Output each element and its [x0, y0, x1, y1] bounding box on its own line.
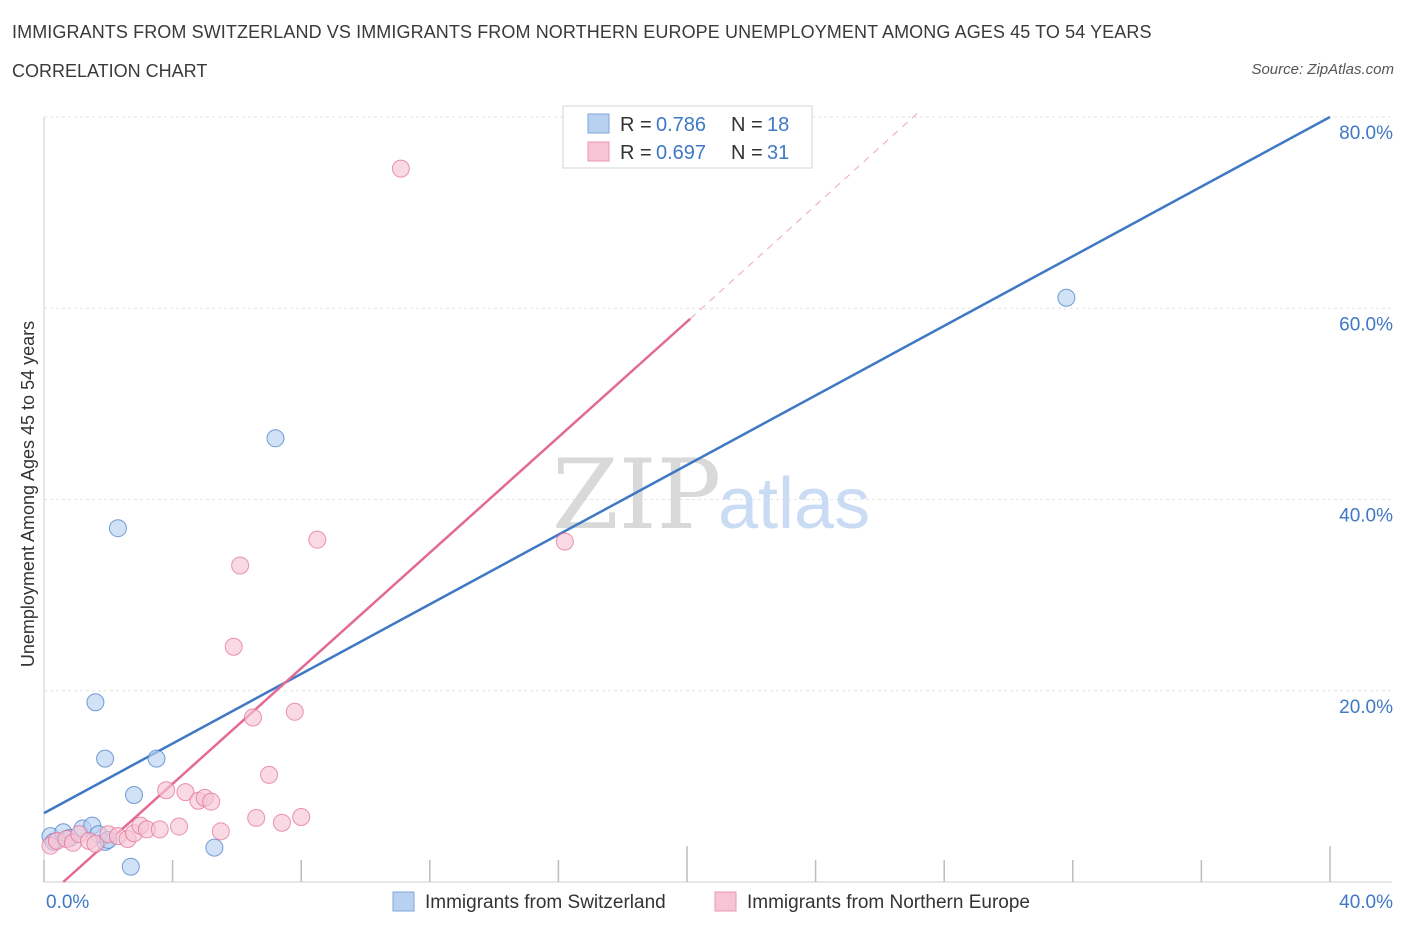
legend-r-label-2: R =	[620, 142, 652, 164]
chart-title: IMMIGRANTS FROM SWITZERLAND VS IMMIGRANT…	[12, 22, 1152, 42]
trend-line-0	[43, 115, 1331, 815]
legend-r-value-2: 0.697	[656, 142, 706, 164]
point-series0-11	[125, 785, 144, 804]
point-series1-13	[150, 820, 169, 839]
point-series1-24	[247, 808, 266, 827]
point-series0-14	[266, 429, 285, 448]
point-series1-31	[555, 532, 574, 551]
point-series1-20	[211, 822, 230, 841]
y-tick-labels: 20.0% 40.0% 60.0% 80.0%	[1339, 123, 1393, 718]
data-points	[41, 159, 1076, 876]
point-series0-12	[121, 857, 140, 876]
point-series0-10	[96, 749, 115, 768]
series-legend-label-northern-europe: Immigrants from Northern Europe	[747, 892, 1030, 913]
watermark-atlas: atlas	[718, 464, 870, 544]
y-tick-label-2: 60.0%	[1339, 314, 1393, 335]
point-series0-15	[205, 838, 224, 857]
series-legend-label-switzerland: Immigrants from Switzerland	[425, 892, 666, 913]
stats-legend: R = 0.786 N = 18 R = 0.697 N = 31	[562, 105, 813, 169]
gridlines	[44, 116, 1392, 692]
watermark-zip: ZIP	[552, 439, 721, 551]
point-series1-14	[157, 781, 176, 800]
legend-swatch-switzerland	[587, 113, 610, 134]
point-series1-6	[86, 834, 105, 853]
legend-n-value-2: 31	[767, 142, 789, 164]
point-series0-16	[1057, 288, 1076, 307]
chart-subtitle: CORRELATION CHART	[12, 61, 208, 81]
legend-swatch-northern-europe	[587, 141, 610, 162]
x-tick-label-0: 0.0%	[46, 892, 89, 913]
series-legend-swatch-northern-europe	[714, 891, 737, 912]
point-series1-30	[391, 159, 410, 178]
point-series1-21	[224, 637, 243, 656]
legend-n-label-1: N =	[731, 114, 763, 136]
x-tick-label-1: 40.0%	[1339, 892, 1393, 913]
point-series0-13	[147, 749, 166, 768]
legend-n-label-2: N =	[731, 142, 763, 164]
point-series1-25	[260, 765, 279, 784]
point-series0-8	[108, 519, 127, 538]
point-series1-28	[292, 807, 311, 826]
point-series1-26	[272, 813, 291, 832]
y-tick-label-3: 80.0%	[1339, 123, 1393, 144]
point-series0-9	[86, 693, 105, 712]
y-axis-label: Unemployment Among Ages 45 to 54 years	[18, 321, 38, 667]
source-credit: Source: ZipAtlas.com	[1251, 61, 1394, 78]
series-legend: Immigrants from Switzerland Immigrants f…	[392, 891, 1030, 913]
legend-n-value-1: 18	[767, 114, 789, 136]
trend-line-1	[62, 317, 692, 883]
x-tick-labels: 0.0% 40.0%	[46, 892, 1393, 913]
axes	[43, 117, 1392, 883]
watermark: ZIP atlas	[552, 439, 870, 551]
point-series1-29	[308, 530, 327, 549]
legend-r-label-1: R =	[620, 114, 652, 136]
legend-r-value-1: 0.786	[656, 114, 706, 136]
y-tick-label-0: 20.0%	[1339, 697, 1393, 718]
point-series1-19	[202, 792, 221, 811]
point-series1-16	[176, 783, 195, 802]
point-series1-27	[285, 702, 304, 721]
point-series1-22	[231, 556, 250, 575]
point-series1-23	[243, 708, 262, 727]
point-series1-15	[170, 817, 189, 836]
y-tick-label-1: 40.0%	[1339, 506, 1393, 527]
series-legend-swatch-switzerland	[392, 891, 415, 912]
